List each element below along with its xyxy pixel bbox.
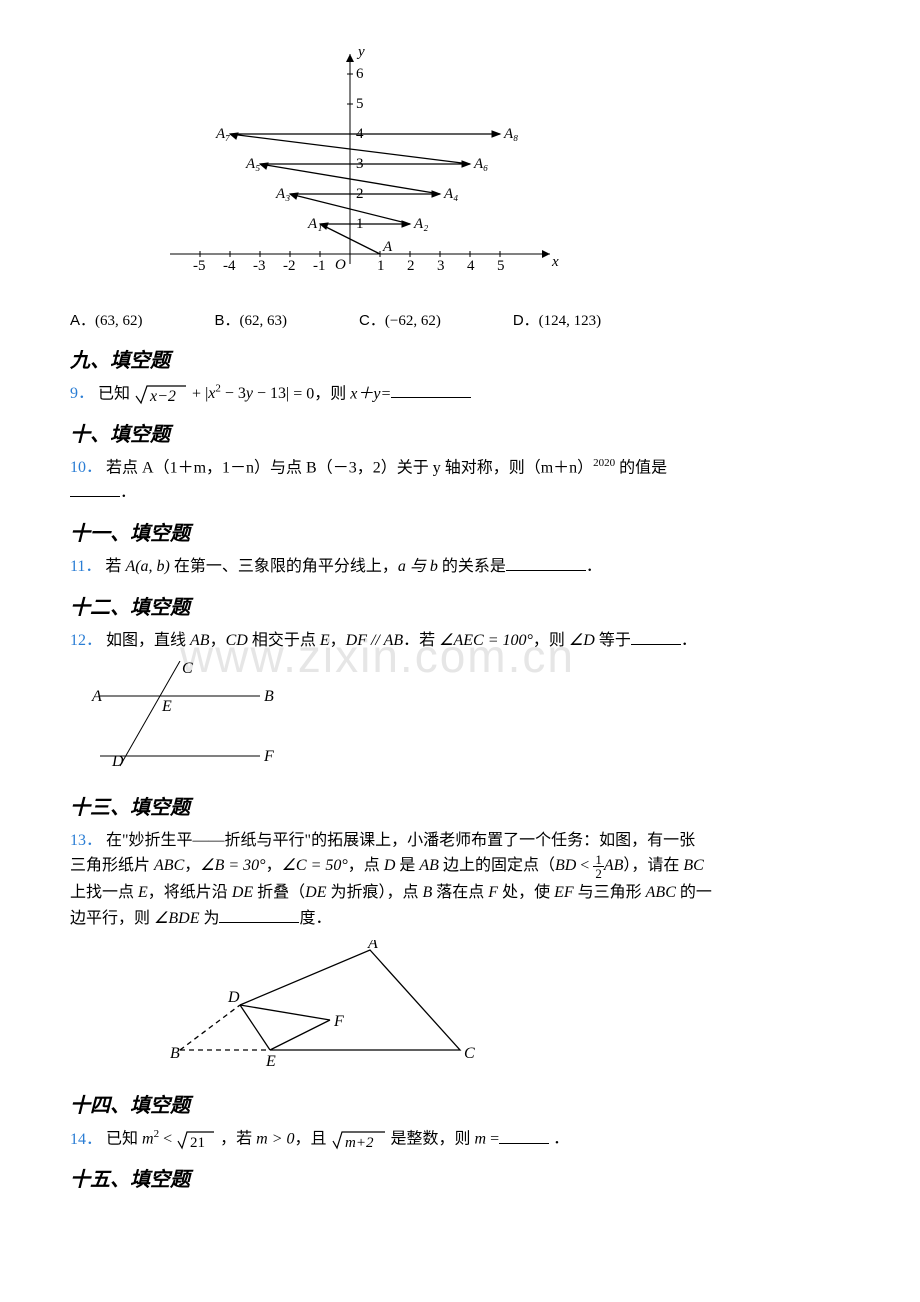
svg-text:C: C [182, 661, 193, 677]
choice-c: (−62, 62) [385, 313, 441, 329]
svg-text:A₆: A₆ [473, 156, 488, 172]
svg-text:-3: -3 [253, 258, 266, 274]
choice-b: (62, 63) [240, 313, 288, 329]
q10: 10．若点 A（1＋m，1－n）与点 B（－3，2）关于 y 轴对称，则（m＋n… [70, 455, 850, 507]
svg-text:A: A [91, 688, 102, 705]
fig-q12: A B C D E F [90, 661, 850, 780]
svg-text:A₂: A₂ [413, 216, 428, 232]
heading-15: 十五、填空题 [70, 1164, 850, 1196]
svg-text:B: B [264, 688, 274, 705]
svg-text:A: A [382, 239, 393, 255]
svg-text:1: 1 [377, 258, 385, 274]
q13: 13．在"妙折生平——折纸与平行"的拓展课上，小潘老师布置了一个任务：如图，有一… [70, 828, 850, 932]
svg-text:C: C [464, 1045, 475, 1062]
heading-12: 十二、填空题 [70, 592, 850, 624]
svg-text:5: 5 [356, 96, 364, 112]
svg-text:21: 21 [190, 1135, 205, 1151]
heading-11: 十一、填空题 [70, 518, 850, 550]
svg-text:6: 6 [356, 66, 364, 82]
svg-text:-1: -1 [313, 258, 326, 274]
choice-d: (124, 123) [539, 313, 602, 329]
svg-text:2: 2 [407, 258, 415, 274]
svg-text:A₃: A₃ [275, 186, 290, 202]
svg-text:A₇: A₇ [215, 126, 230, 142]
q14: 14．已知 m2 < 21 ，若 m > 0，且 m+2 是整数，则 m = ． [70, 1126, 850, 1152]
q12: 12．如图，直线 AB，CD 相交于点 E，DF // AB．若 ∠AEC = … [70, 628, 850, 654]
choice-a: (63, 62) [95, 313, 143, 329]
svg-text:D: D [111, 753, 124, 770]
svg-text:-5: -5 [193, 258, 206, 274]
svg-text:4: 4 [467, 258, 475, 274]
svg-text:5: 5 [497, 258, 505, 274]
svg-text:B: B [170, 1045, 180, 1062]
svg-text:D: D [227, 989, 240, 1006]
fig-q13: A B C D E F [170, 940, 850, 1079]
svg-text:-2: -2 [283, 258, 296, 274]
origin: O [335, 257, 346, 273]
svg-text:E: E [265, 1053, 276, 1070]
heading-13: 十三、填空题 [70, 792, 850, 824]
svg-text:-4: -4 [223, 258, 236, 274]
svg-text:x−2: x−2 [149, 388, 176, 405]
svg-text:A₈: A₈ [503, 126, 518, 142]
q11: 11．若 A(a, b) 在第一、三象限的角平分线上，a 与 b 的关系是． [70, 554, 850, 580]
heading-10: 十、填空题 [70, 419, 850, 451]
svg-text:E: E [161, 698, 172, 715]
svg-text:A₁: A₁ [307, 216, 322, 232]
q8-choices: A．(63, 62) B．(62, 63) C．(−62, 62) D．(124… [70, 309, 850, 333]
x-label: x [551, 254, 559, 270]
fig-zigzag: y x O 1 2 3 4 5 6 -5 -4 -3 -2 -1 1 2 3 4… [150, 44, 850, 303]
y-label: y [356, 44, 365, 60]
svg-text:F: F [333, 1013, 344, 1030]
svg-text:A: A [367, 940, 378, 952]
svg-text:A₅: A₅ [245, 156, 260, 172]
svg-text:A₄: A₄ [443, 186, 458, 202]
heading-14: 十四、填空题 [70, 1090, 850, 1122]
q9: 9．已知 x−2 + |x2 − 3y − 13| = 0，则 x＋y= [70, 381, 850, 407]
svg-text:m+2: m+2 [345, 1135, 374, 1151]
heading-9: 九、填空题 [70, 345, 850, 377]
svg-text:F: F [263, 748, 274, 765]
svg-text:3: 3 [437, 258, 445, 274]
